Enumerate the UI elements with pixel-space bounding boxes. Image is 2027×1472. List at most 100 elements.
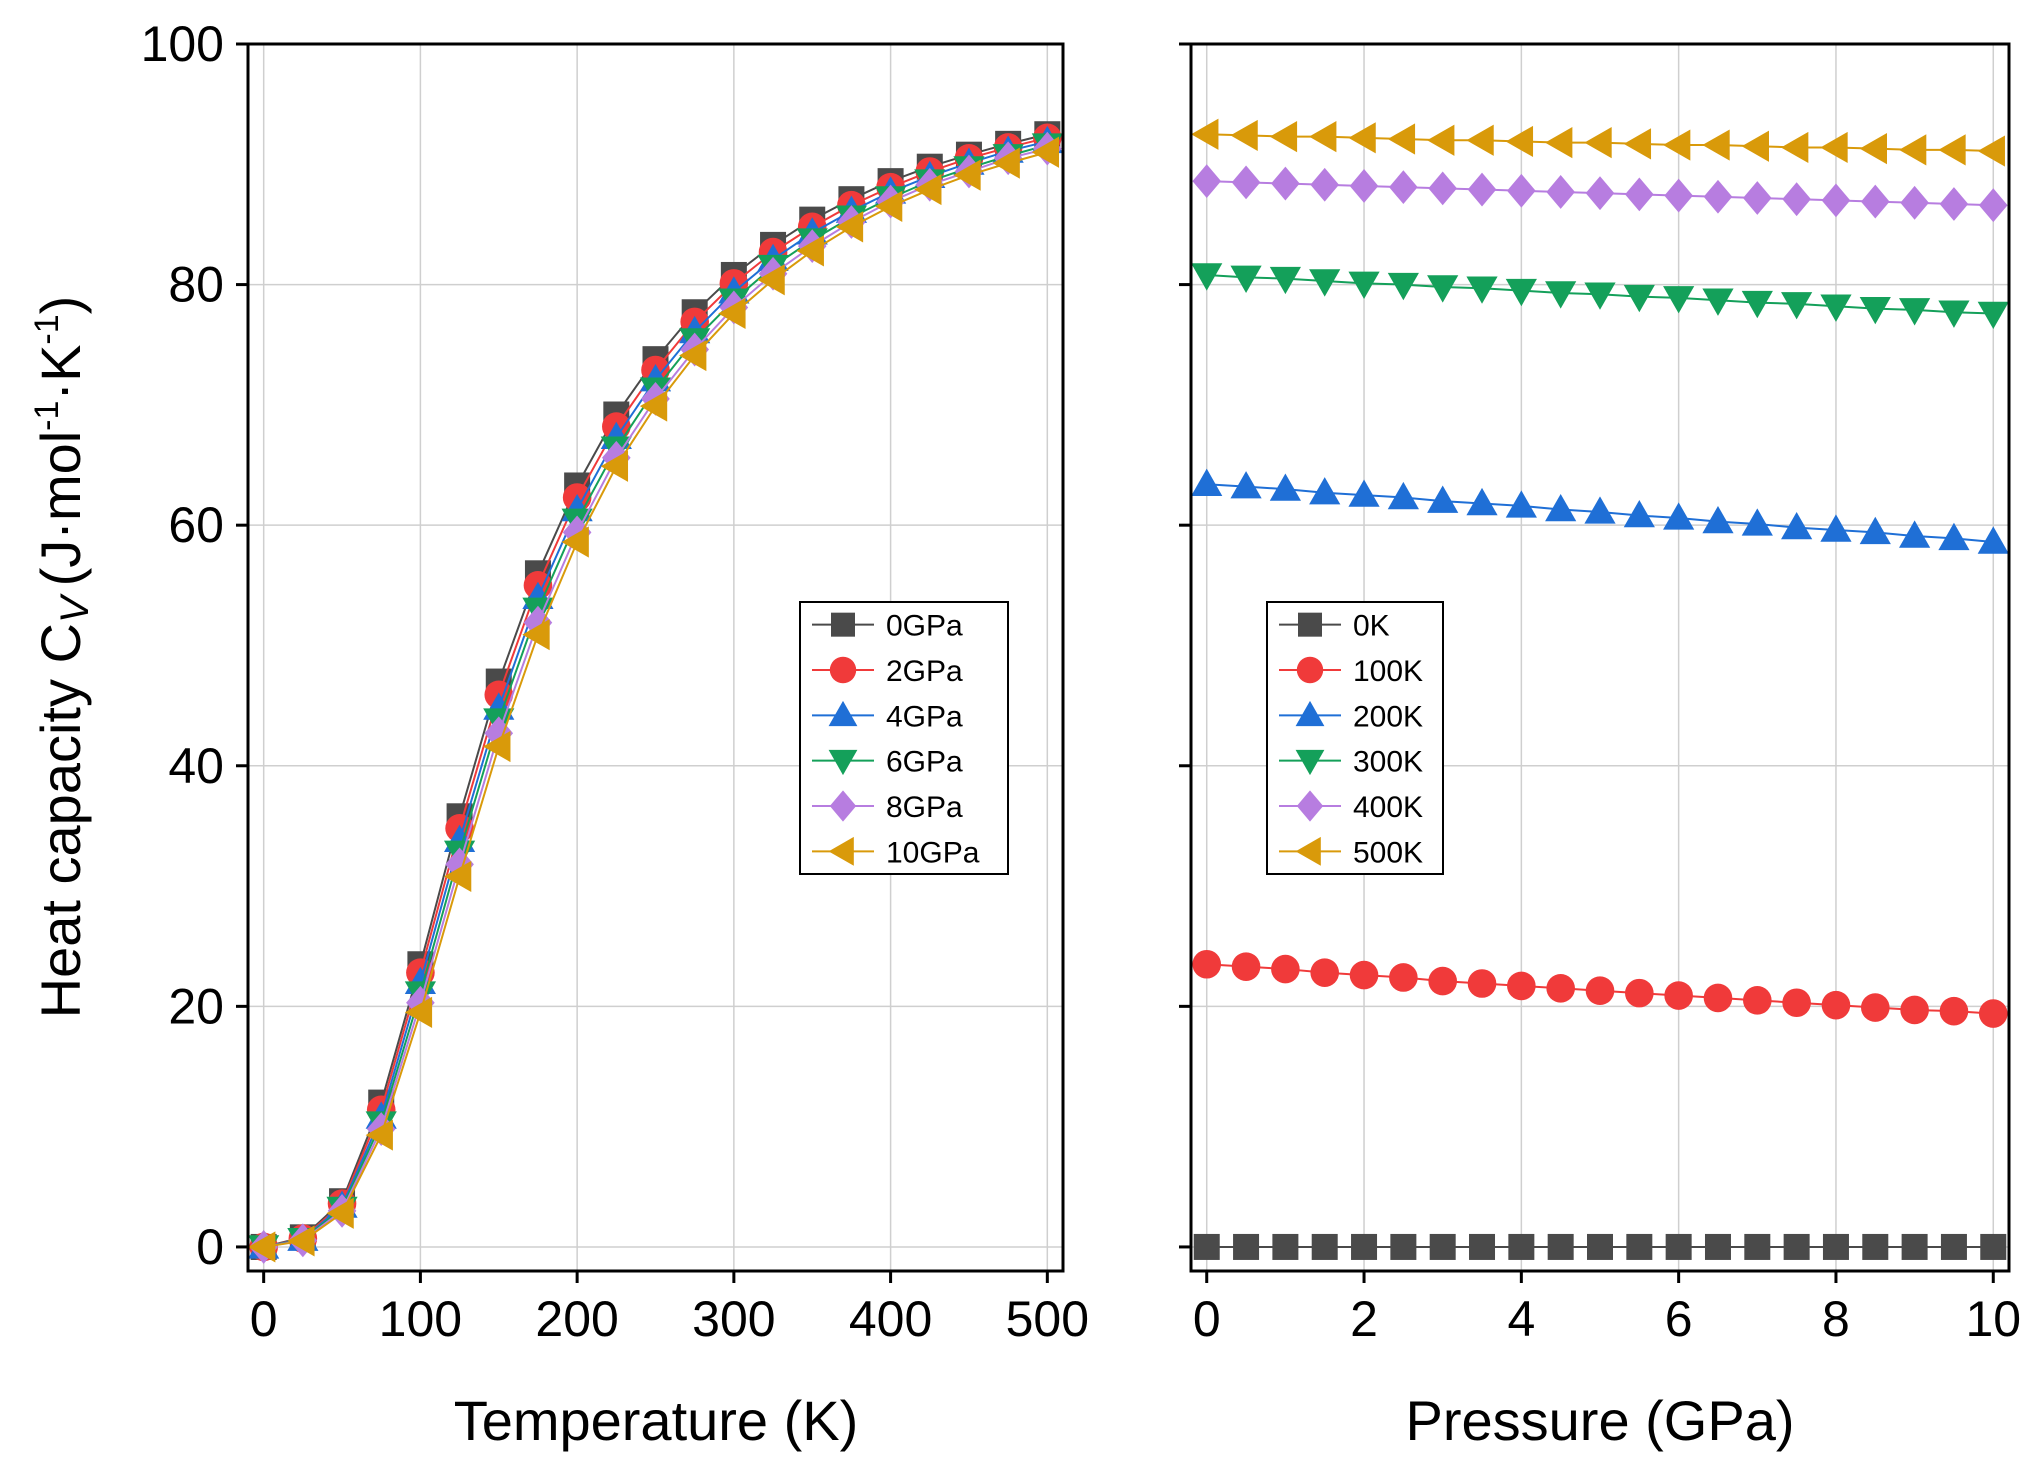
right-data-point-100K [1507, 971, 1536, 1001]
left-data-point-10GPa [404, 996, 433, 1028]
right-panel: 0 2 4 6 8 10 0K 100K 200K 300K 400K 500K Pressure … [1179, 42, 2021, 1452]
right-data-point-500K [1387, 123, 1416, 155]
right-data-point-0K [1311, 1233, 1338, 1260]
right-data-point-200K [1623, 499, 1655, 528]
right-legend-label: 0K [1353, 610, 1390, 643]
y-axis-title-exp1: -1 [28, 401, 66, 431]
right-x-tick-label: 10 [1965, 1291, 2021, 1347]
right-data-point-0K [1429, 1233, 1456, 1260]
right-data-point-0K [1822, 1233, 1849, 1260]
left-legend-marker-2GPa [829, 656, 857, 684]
left-x-tick-label: 100 [379, 1291, 462, 1347]
left-legend-label: 8GPa [886, 791, 963, 824]
left-y-tick-label: 40 [168, 738, 224, 794]
right-data-point-300K [1741, 290, 1773, 319]
left-x-tick-label: 300 [692, 1291, 775, 1347]
right-data-point-400K [1507, 173, 1536, 208]
left-legend-label: 2GPa [886, 655, 963, 688]
right-data-point-400K [1703, 179, 1733, 214]
right-data-point-500K [1977, 135, 2005, 167]
right-legend-label: 400K [1353, 791, 1423, 824]
right-data-point-0K [1469, 1233, 1496, 1260]
left-data-point-10GPa [835, 211, 864, 243]
right-legend-label: 300K [1353, 746, 1423, 779]
right-data-point-100K [1389, 963, 1418, 992]
left-legend-marker-6GPa [828, 749, 858, 776]
right-data-point-100K [1860, 993, 1890, 1022]
right-data-point-200K [1545, 493, 1577, 522]
right-data-point-500K [1663, 129, 1691, 161]
right-x-tick-label: 0 [1193, 1291, 1221, 1347]
right-data-point-400K [1271, 166, 1300, 201]
right-data-point-200K [1584, 496, 1616, 524]
left-data-point-10GPa [757, 264, 785, 296]
right-data-point-100K [1231, 952, 1261, 981]
right-data-point-100K [1467, 969, 1497, 998]
right-data-point-500K [1584, 127, 1612, 159]
left-data-point-10GPa [561, 526, 589, 558]
right-legend-marker-100K [1296, 656, 1324, 684]
right-ticks: 0 2 4 6 8 10 [1179, 42, 2021, 1347]
right-data-point-400K [1467, 172, 1497, 207]
right-data-point-100K [1310, 958, 1340, 987]
right-data-point-100K [1546, 974, 1575, 1003]
right-legend-marker-300K [1295, 749, 1325, 776]
right-data-point-400K [1546, 175, 1575, 209]
right-data-point-400K [1231, 165, 1261, 200]
right-data-point-400K [1860, 184, 1890, 219]
right-data-point-100K [1978, 999, 2008, 1028]
right-data-point-0K [1862, 1233, 1889, 1260]
left-data-point-10GPa [796, 235, 824, 267]
y-axis-title-sub: V [53, 593, 97, 623]
right-data-point-500K [1466, 124, 1494, 156]
left-data-point-10GPa [326, 1197, 354, 1229]
left-panel: 0 100 200 300 400 500 0 20 40 60 80 100 0GPa 2GPa 4GP… [28, 16, 1089, 1452]
right-data-point-100K [1585, 976, 1615, 1006]
right-legend-marker-200K [1295, 700, 1325, 727]
left-legend-box [799, 601, 1009, 875]
right-data-point-100K [1900, 995, 1929, 1025]
right-legend: 0K 100K 200K 300K 400K 500K [1266, 601, 1444, 875]
left-data-point-10GPa [914, 173, 942, 206]
right-data-point-500K [1741, 130, 1770, 162]
right-data-point-400K [1743, 181, 1772, 215]
right-data-point-200K [1820, 514, 1852, 542]
right-data-point-300K [1466, 276, 1498, 304]
right-data-point-100K [1192, 949, 1222, 979]
left-data-point-10GPa [600, 450, 629, 482]
right-data-point-300K [1191, 263, 1223, 291]
right-x-axis-title: Pressure (GPa) [1406, 1389, 1795, 1452]
right-data-point-300K [1938, 300, 1970, 328]
right-data-point-500K [1230, 119, 1258, 152]
right-data-point-300K [1545, 281, 1577, 309]
right-data-point-200K [1977, 526, 2009, 554]
right-data-point-400K [1939, 187, 1969, 221]
right-data-point-200K [1269, 473, 1301, 501]
right-data-point-100K [1664, 981, 1693, 1010]
y-axis-title-exp2: -1 [28, 314, 66, 344]
right-data-point-200K [1387, 481, 1419, 510]
right-data-point-200K [1348, 479, 1380, 507]
left-data-point-10GPa [287, 1225, 315, 1257]
right-data-point-300K [1781, 292, 1813, 320]
right-data-point-100K [1703, 983, 1733, 1013]
right-data-point-100K [1821, 990, 1851, 1020]
right-data-point-100K [1271, 954, 1300, 984]
right-data-point-500K [1348, 122, 1376, 154]
right-legend-label: 200K [1353, 700, 1423, 733]
left-data-point-10GPa [1031, 136, 1060, 168]
right-data-point-200K [1859, 516, 1891, 545]
left-data-point-10GPa [639, 390, 668, 422]
right-data-point-500K [1938, 134, 1966, 166]
right-data-point-400K [1782, 182, 1811, 217]
right-data-point-0K [1272, 1233, 1299, 1260]
right-data-point-100K [1782, 988, 1811, 1018]
right-data-point-500K [1191, 118, 1219, 150]
right-data-point-400K [1585, 176, 1615, 211]
right-data-point-0K [1901, 1233, 1928, 1260]
right-legend-marker-0K [1298, 612, 1322, 637]
right-data-point-500K [1781, 131, 1809, 164]
right-data-point-0K [1547, 1233, 1574, 1260]
right-data-point-400K [1389, 170, 1418, 205]
left-legend-label: 10GPa [886, 836, 980, 869]
